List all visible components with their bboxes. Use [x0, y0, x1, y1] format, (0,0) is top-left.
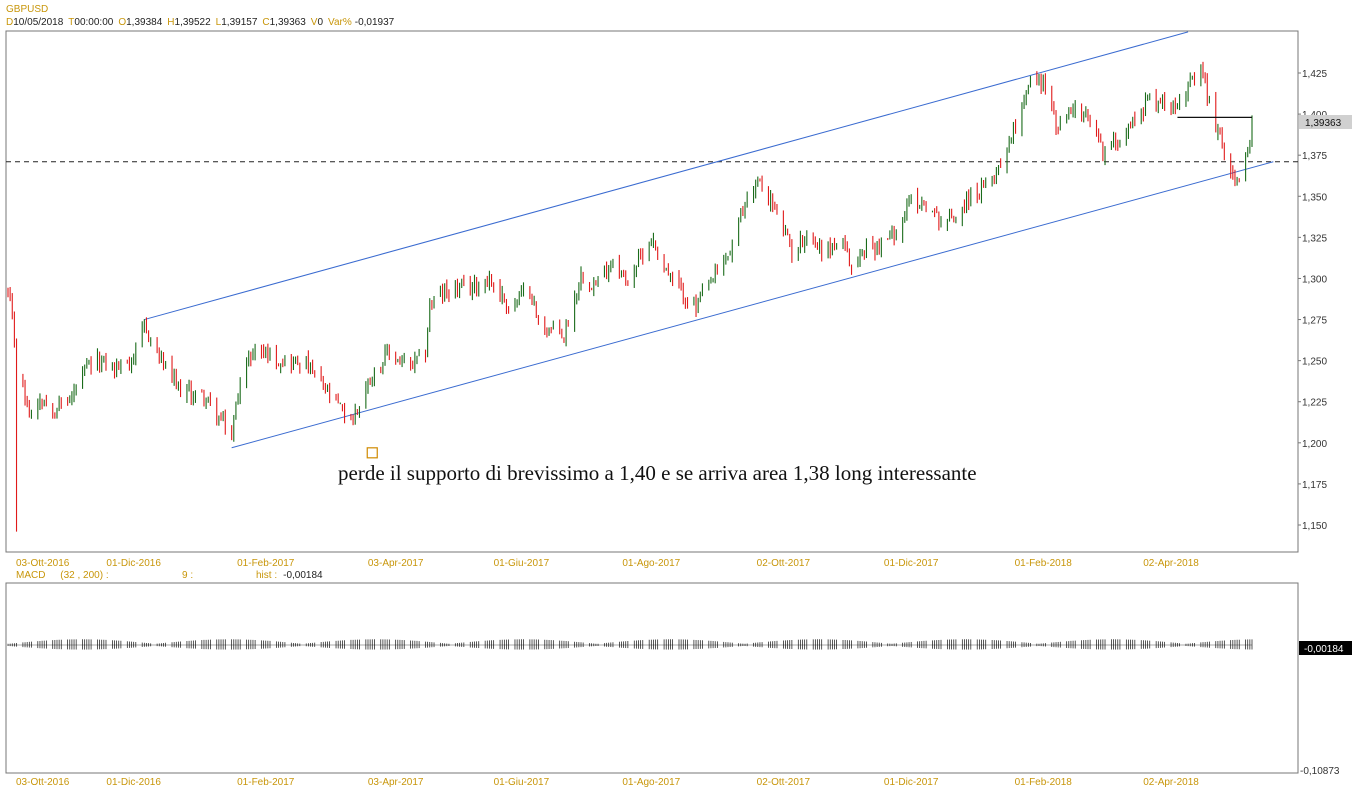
macd-hist-key: hist :: [256, 570, 277, 581]
close-key: C: [262, 17, 269, 28]
date-value: 10/05/2018: [13, 17, 63, 28]
x-tick-label: 02-Apr-2018: [1143, 558, 1199, 569]
x-tick-label: 03-Ott-2016: [16, 558, 70, 569]
annotation-text: perde il supporto di brevissimo a 1,40 e…: [338, 461, 977, 485]
low-value: 1,39157: [221, 17, 258, 28]
x-tick-label-bottom: 03-Apr-2017: [368, 777, 424, 788]
x-tick-label: 01-Feb-2017: [237, 558, 295, 569]
y-tick-label: 1,175: [1302, 480, 1327, 491]
x-tick-label: 01-Ago-2017: [622, 558, 680, 569]
var-key: Var%: [328, 17, 352, 28]
x-tick-label: 01-Dic-2017: [884, 558, 939, 569]
x-tick-label-bottom: 01-Feb-2017: [237, 777, 295, 788]
macd-hist-value: -0,00184: [283, 570, 323, 581]
annotation-marker-icon[interactable]: [366, 447, 378, 459]
high-key: H: [167, 17, 174, 28]
price-badge-box: [1299, 115, 1352, 129]
y-tick-label: 1,250: [1302, 357, 1327, 368]
low-key: L: [216, 17, 222, 28]
macd-badge: -0,00184: [1304, 644, 1344, 655]
y-tick-label: 1,325: [1302, 233, 1327, 244]
y-tick-label: 1,200: [1302, 439, 1327, 450]
y-tick-label: 1,225: [1302, 398, 1327, 409]
macd-params: (32 , 200) :: [60, 570, 108, 581]
time-value: 00:00:00: [74, 17, 113, 28]
macd-name: MACD: [16, 570, 45, 581]
macd-hist-header: hist : -0,00184: [256, 570, 323, 581]
open-key: O: [118, 17, 126, 28]
high-value: 1,39522: [175, 17, 212, 28]
y-tick-label: 1,425: [1302, 69, 1327, 80]
channel-upper-line[interactable]: [144, 31, 1189, 321]
y-tick-label: 1,275: [1302, 316, 1327, 327]
y-tick-label: 1,300: [1302, 274, 1327, 285]
x-tick-label: 03-Apr-2017: [368, 558, 424, 569]
x-tick-label: 01-Dic-2016: [106, 558, 161, 569]
ohlc-header: D10/05/2018 T00:00:00 O1,39384 H1,39522 L1,3…: [6, 17, 395, 28]
volume-value: 0: [317, 17, 323, 28]
time-key: T: [68, 17, 74, 28]
x-tick-label-bottom: 01-Feb-2018: [1015, 777, 1073, 788]
channel-lower-line[interactable]: [231, 161, 1274, 449]
x-tick-label: 01-Feb-2018: [1015, 558, 1073, 569]
price-badge: 1,39363: [1305, 118, 1342, 129]
macd-badge-box: [1299, 641, 1352, 655]
x-tick-label-bottom: 01-Giu-2017: [494, 777, 550, 788]
x-tick-label-bottom: 03-Ott-2016: [16, 777, 70, 788]
macd-bottom-label: -0,10873: [1300, 766, 1340, 777]
volume-key: V: [311, 17, 318, 28]
x-tick-label-bottom: 01-Dic-2017: [884, 777, 939, 788]
macd-header: MACD (32 , 200) :: [16, 570, 109, 581]
symbol-label: GBPUSD: [6, 4, 48, 15]
x-tick-label: 02-Ott-2017: [757, 558, 811, 569]
y-tick-label: 1,150: [1302, 521, 1327, 532]
price-panel-frame: [5, 30, 1299, 553]
x-tick-label-bottom: 01-Ago-2017: [622, 777, 680, 788]
macd-signal: 9 :: [182, 570, 193, 581]
var-value: -0,01937: [355, 17, 395, 28]
x-tick-label-bottom: 01-Dic-2016: [106, 777, 161, 788]
macd-panel-frame: [5, 582, 1299, 774]
y-tick-label: 1,375: [1302, 151, 1327, 162]
date-key: D: [6, 17, 13, 28]
x-tick-label: 01-Giu-2017: [494, 558, 550, 569]
close-value: 1,39363: [270, 17, 307, 28]
y-tick-label: 1,350: [1302, 192, 1327, 203]
x-tick-label-bottom: 02-Apr-2018: [1143, 777, 1199, 788]
x-tick-label-bottom: 02-Ott-2017: [757, 777, 811, 788]
open-value: 1,39384: [126, 17, 163, 28]
